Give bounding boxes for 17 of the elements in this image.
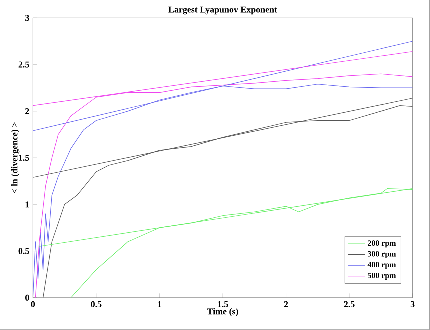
x-tick-label: 2 <box>284 301 288 308</box>
y-tick-label: 3 <box>26 15 30 22</box>
y-tick-label: 1 <box>26 202 30 208</box>
y-tick-label: 2.5 <box>18 62 30 68</box>
y-axis-title: < ln (divergence) > <box>11 122 20 194</box>
y-tick-label: 0 <box>26 294 30 301</box>
x-tick-label: 3 <box>410 301 415 308</box>
y-tick-label: 1.5 <box>19 154 30 162</box>
x-tick-label: 0 <box>31 301 36 308</box>
x-axis-title: Time (s) <box>207 308 238 316</box>
y-tick-label: 0.5 <box>18 248 30 254</box>
x-tick-label: 0.5 <box>91 301 102 308</box>
x-tick-label: 2.5 <box>344 301 355 308</box>
chart-title: Largest Lyapunov Exponent <box>168 6 278 15</box>
y-tick-label: 2 <box>26 108 30 114</box>
x-tick-label: 1 <box>158 301 162 308</box>
x-tick-label: 1.5 <box>218 301 228 308</box>
